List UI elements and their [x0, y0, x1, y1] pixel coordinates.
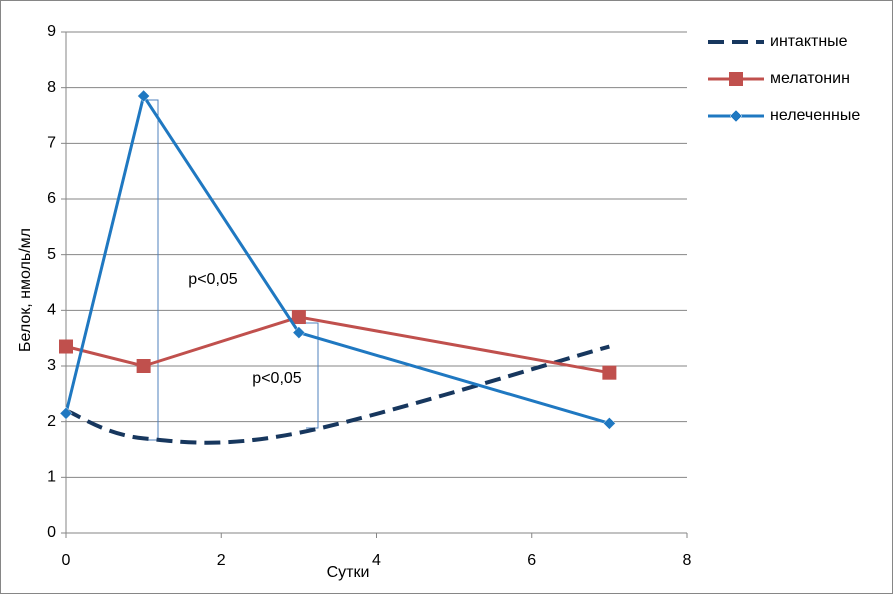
- y-tick-label: 7: [47, 135, 56, 152]
- marker: [59, 339, 73, 354]
- series-line: [64, 92, 610, 425]
- bracket: [146, 99, 159, 441]
- x-tick-label: 6: [527, 552, 536, 569]
- y-tick-label: 1: [47, 469, 56, 486]
- marker: [292, 326, 306, 339]
- legend-label: нелеченные: [770, 107, 860, 124]
- y-tick-label: 6: [47, 190, 56, 207]
- y-axis-title: Белок, нмоль/мл: [17, 228, 34, 352]
- y-tick-label: 8: [47, 79, 56, 96]
- y-tick-label: 2: [47, 413, 56, 430]
- legend-label: мелатонин: [770, 70, 850, 87]
- x-tick-label: 4: [372, 552, 381, 569]
- y-tick-label: 0: [47, 524, 56, 541]
- x-tick-label: 0: [62, 552, 71, 569]
- marker: [59, 406, 73, 420]
- y-tick-label: 5: [47, 246, 56, 263]
- y-tick-label: 4: [47, 302, 56, 319]
- marker: [602, 365, 617, 380]
- marker: [729, 109, 743, 123]
- marker: [729, 72, 743, 86]
- x-axis-title: Сутки: [327, 564, 370, 581]
- x-tick-label: 8: [683, 552, 692, 569]
- marker: [291, 310, 306, 325]
- y-tick-label: 9: [47, 23, 56, 40]
- series-line: [65, 315, 610, 375]
- legend-label: интактные: [770, 33, 848, 50]
- marker: [603, 416, 616, 430]
- annotation: p<0,05: [188, 271, 237, 288]
- series-line: [65, 344, 610, 445]
- annotation: p<0,05: [252, 370, 301, 387]
- marker: [136, 359, 151, 373]
- y-tick-label: 3: [47, 357, 56, 374]
- marker: [137, 89, 150, 103]
- x-tick-label: 2: [217, 552, 226, 569]
- grid: [66, 31, 687, 534]
